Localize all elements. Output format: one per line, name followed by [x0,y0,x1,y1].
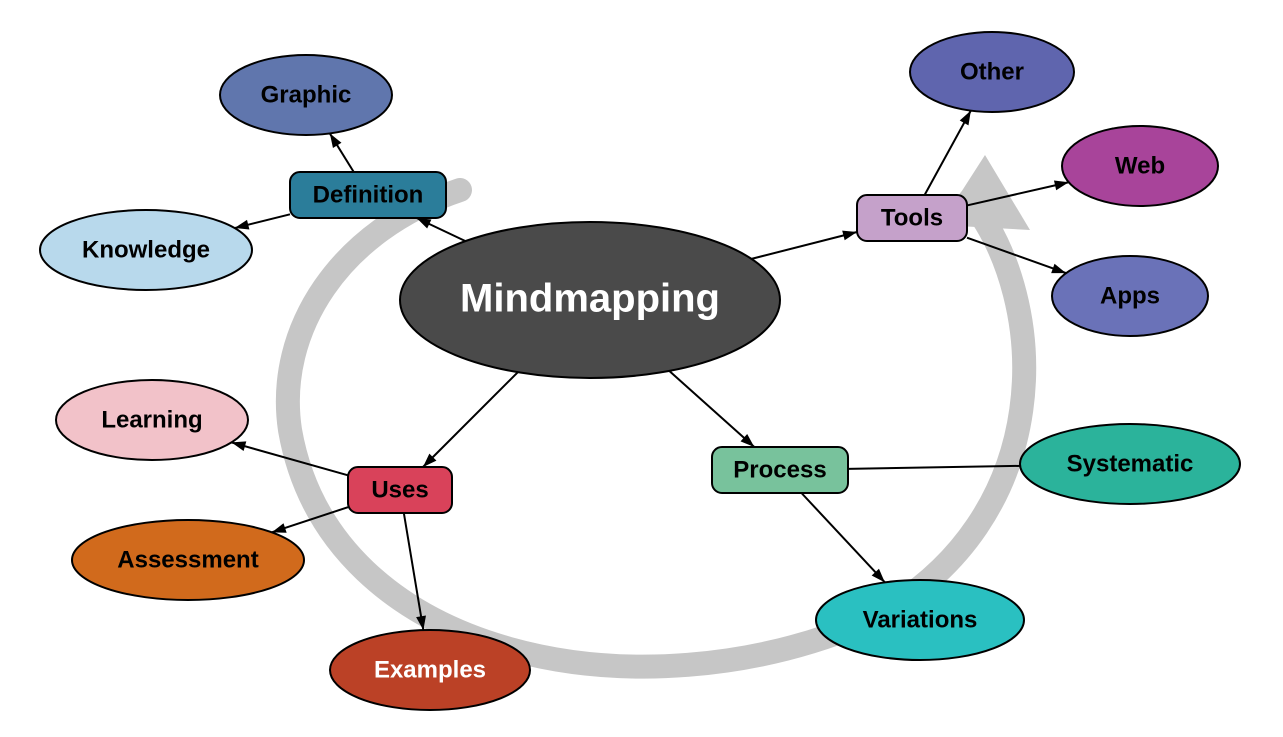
node-apps-label: Apps [1100,282,1160,309]
node-tools: Tools [857,195,967,241]
node-systematic: Systematic [1020,424,1240,504]
node-process: Process [712,447,848,493]
node-definition-label: Definition [313,181,424,208]
node-tools-label: Tools [881,204,943,231]
node-apps: Apps [1052,256,1208,336]
edge-center-tools [751,231,857,259]
node-uses-label: Uses [371,476,428,503]
node-graphic: Graphic [220,55,392,135]
mindmap-diagram: Graphic Knowledge Other Web Apps Learning Asse… [0,0,1283,737]
edge-definition-knowledge [235,214,290,229]
node-examples-label: Examples [374,656,486,683]
node-variations: Variations [816,580,1024,660]
node-web-label: Web [1115,152,1165,179]
node-web: Web [1062,126,1218,206]
node-other-label: Other [960,58,1024,85]
node-systematic-label: Systematic [1067,450,1194,477]
node-assessment-label: Assessment [117,546,258,573]
edge-center-uses [423,372,518,467]
node-learning-label: Learning [101,406,202,433]
node-variations-label: Variations [863,606,978,633]
node-assessment: Assessment [72,520,304,600]
node-definition: Definition [290,172,446,218]
node-center-label: Mindmapping [460,277,720,321]
node-process-label: Process [733,456,826,483]
node-knowledge: Knowledge [40,210,252,290]
node-learning: Learning [56,380,248,460]
edge-definition-graphic [330,133,354,172]
node-examples: Examples [330,630,530,710]
node-center: Mindmapping [400,222,780,378]
node-knowledge-label: Knowledge [82,236,210,263]
edge-tools-other [925,111,971,195]
node-uses: Uses [348,467,452,513]
node-graphic-label: Graphic [261,81,352,108]
edge-center-definition [417,218,466,241]
node-other: Other [910,32,1074,112]
edge-process-variations [801,493,884,582]
edge-center-process [669,371,754,447]
